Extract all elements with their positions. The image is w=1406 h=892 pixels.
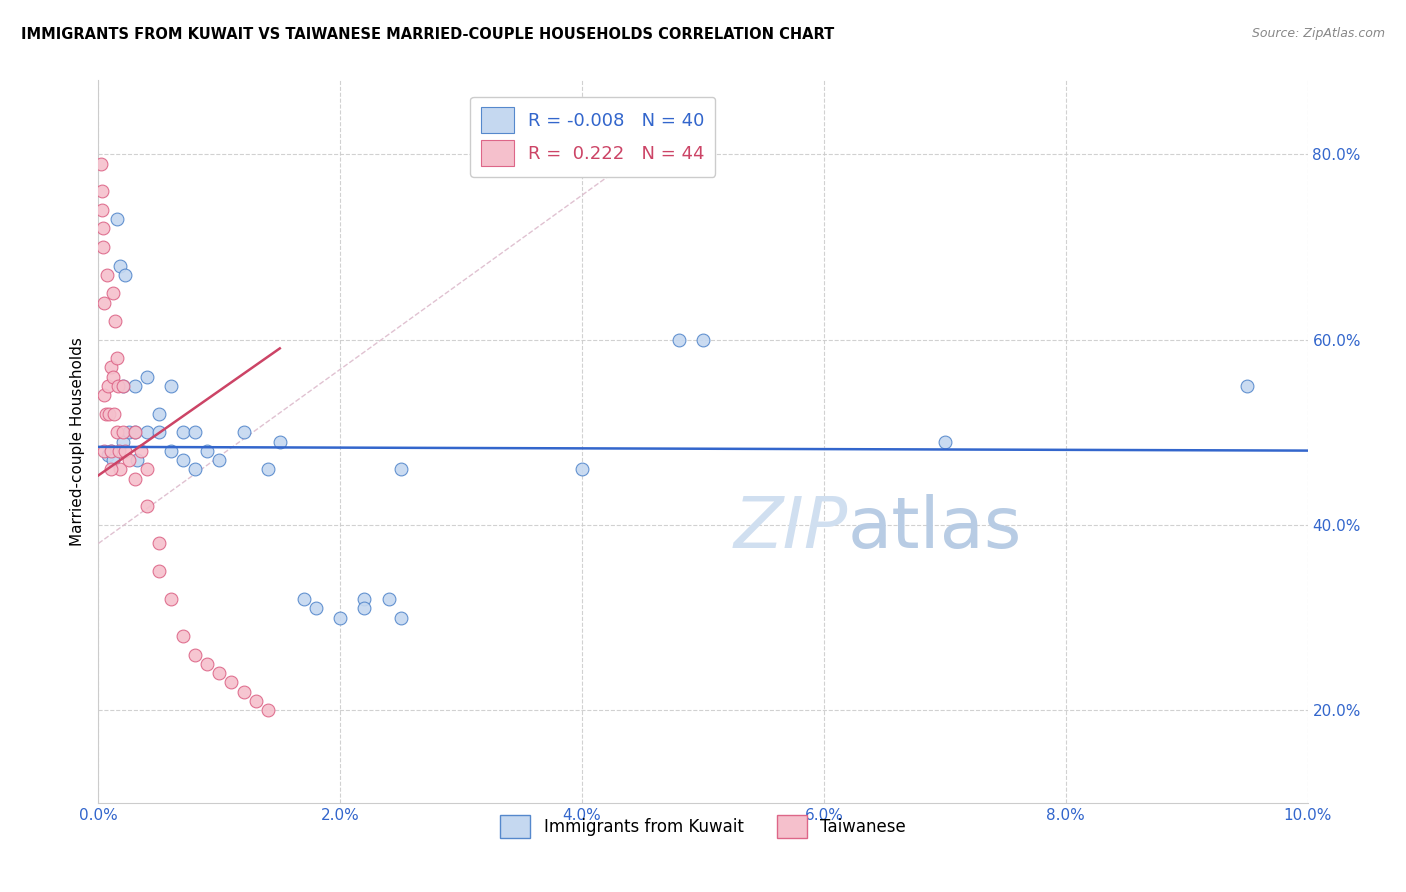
Point (668, 333, 690, 347)
Point (103, 407, 125, 421)
Point (105, 425, 128, 440)
Point (353, 601, 375, 615)
Point (127, 453, 149, 467)
Point (98, 407, 121, 421)
Point (148, 564, 170, 578)
Point (101, 286, 124, 301)
Point (389, 462, 412, 476)
Point (100, 360, 122, 375)
Point (172, 425, 194, 440)
Point (114, 268, 136, 282)
Point (389, 610, 412, 624)
Point (108, 462, 131, 476)
Point (195, 443, 218, 458)
Point (111, 379, 134, 393)
Point (195, 657, 218, 671)
Point (129, 443, 152, 458)
Y-axis label: Married-couple Households: Married-couple Households (69, 337, 84, 546)
Point (91, 185, 114, 199)
Point (172, 629, 194, 643)
Legend: Immigrants from Kuwait, Taiwanese: Immigrants from Kuwait, Taiwanese (494, 808, 912, 845)
Point (107, 379, 129, 393)
Point (97, 379, 120, 393)
Point (108, 259, 131, 273)
Point (148, 407, 170, 421)
Point (692, 333, 714, 347)
Point (135, 425, 157, 440)
Point (232, 684, 254, 698)
Point (114, 443, 136, 458)
Point (245, 694, 267, 708)
Point (135, 462, 157, 476)
Point (208, 666, 231, 681)
Point (105, 351, 128, 366)
Point (101, 369, 124, 384)
Point (124, 425, 146, 440)
Point (256, 703, 278, 717)
Point (94, 407, 117, 421)
Point (135, 369, 157, 384)
Point (256, 462, 278, 476)
Point (100, 443, 122, 458)
Point (377, 592, 399, 607)
Point (305, 601, 328, 615)
Point (160, 592, 183, 607)
Point (101, 453, 124, 467)
Point (118, 425, 141, 440)
Point (184, 648, 207, 662)
Point (184, 462, 207, 476)
Point (111, 434, 134, 449)
Point (292, 592, 315, 607)
Point (160, 443, 183, 458)
Point (571, 462, 593, 476)
Point (93, 388, 115, 402)
Point (148, 425, 170, 440)
Point (111, 379, 134, 393)
Text: atlas: atlas (848, 494, 1022, 563)
Point (124, 472, 146, 486)
Text: Source: ZipAtlas.com: Source: ZipAtlas.com (1251, 27, 1385, 40)
Point (329, 610, 352, 624)
Point (934, 434, 956, 449)
Point (1236, 379, 1258, 393)
Point (90, 156, 112, 170)
Point (184, 425, 207, 440)
Point (172, 453, 194, 467)
Point (91, 202, 114, 217)
Point (124, 379, 146, 393)
Text: ZIP: ZIP (734, 494, 848, 563)
Point (96, 268, 118, 282)
Point (111, 425, 134, 440)
Point (269, 434, 291, 449)
Point (118, 453, 141, 467)
Point (353, 592, 375, 607)
Point (93, 443, 115, 458)
Text: IMMIGRANTS FROM KUWAIT VS TAIWANESE MARRIED-COUPLE HOUSEHOLDS CORRELATION CHART: IMMIGRANTS FROM KUWAIT VS TAIWANESE MARR… (21, 27, 834, 42)
Point (97, 449, 120, 463)
Point (100, 443, 122, 458)
Point (104, 314, 127, 328)
Point (148, 536, 170, 550)
Point (221, 675, 243, 690)
Point (208, 453, 231, 467)
Point (124, 425, 146, 440)
Point (105, 212, 128, 227)
Point (135, 500, 157, 514)
Point (91, 240, 114, 254)
Point (160, 379, 183, 393)
Point (100, 462, 122, 476)
Point (232, 425, 254, 440)
Point (108, 443, 131, 458)
Point (93, 295, 115, 310)
Point (91, 221, 114, 235)
